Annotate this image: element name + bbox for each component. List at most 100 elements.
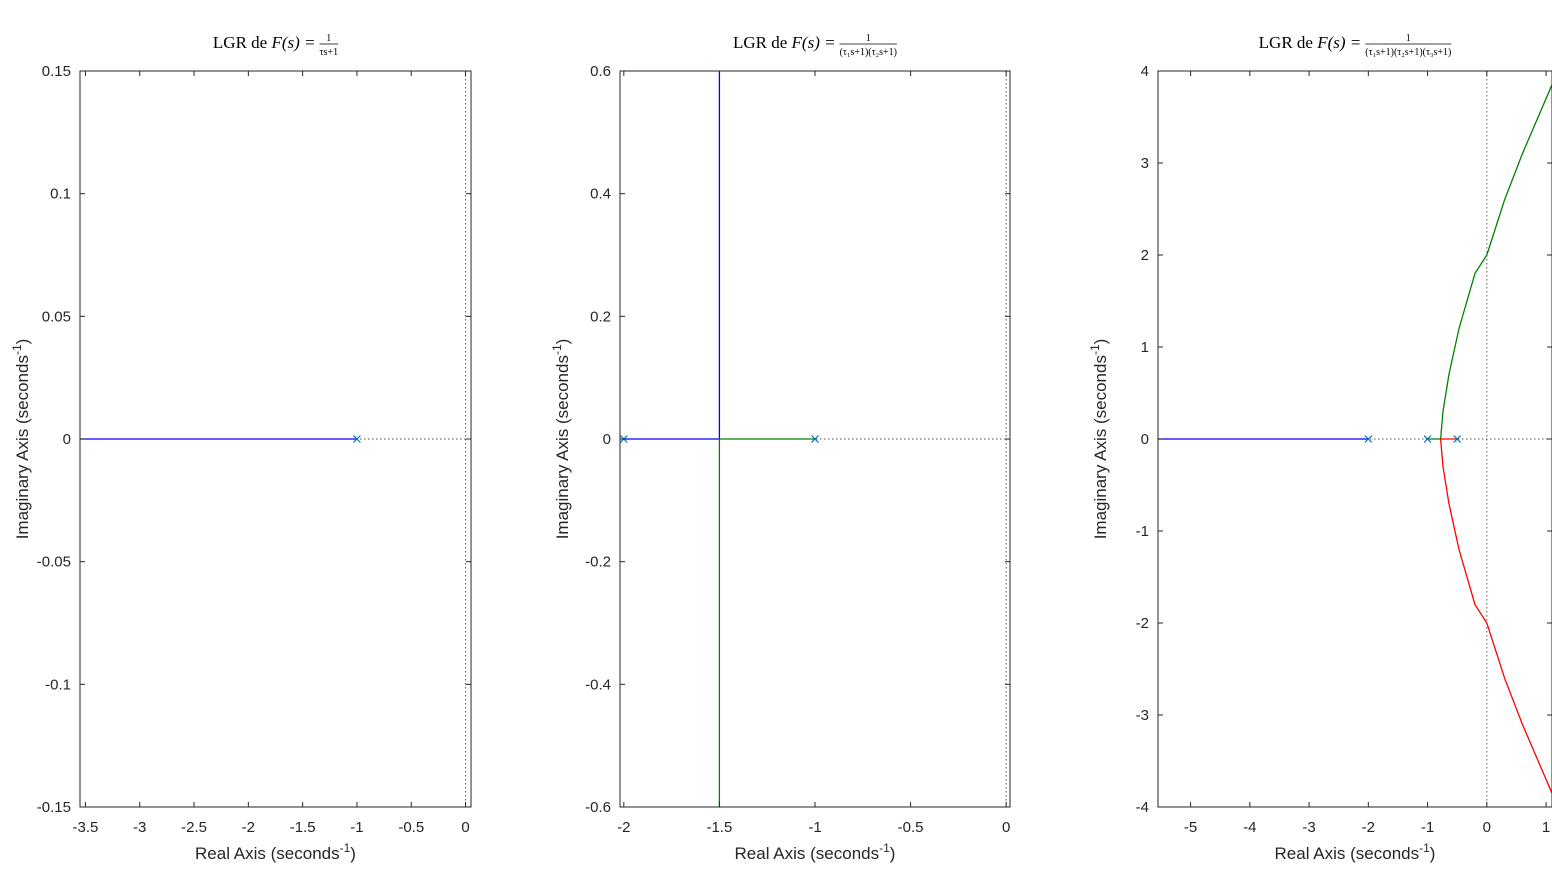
chart-title-denominator: (τ₁s+1)(τ₂s+1) <box>840 47 897 58</box>
y-axis-label-exponent: -1 <box>1088 344 1102 355</box>
x-tick-label: -1 <box>350 819 363 836</box>
x-tick-label: 0 <box>461 819 469 836</box>
x-tick-label: -3 <box>133 819 146 836</box>
chart-title: LGR de F(s) = (τ₁s+1)(τ₂s+1)(τ₃s+1) 1 <box>1259 33 1452 58</box>
x-axis-label-exponent: -1 <box>340 841 351 855</box>
x-tick-label: -3.5 <box>73 819 99 836</box>
y-tick-label: -2 <box>1136 615 1149 632</box>
pole-marker-2 <box>1423 435 1432 443</box>
chart-title-prefix: LGR de <box>1259 33 1318 52</box>
y-tick-label: 0.15 <box>42 63 71 80</box>
chart-title-denominator: τs+1 <box>320 47 339 58</box>
x-axis-label-close: ) <box>1430 844 1436 863</box>
y-tick-label: 0.2 <box>590 308 611 325</box>
x-tick-label: -2.5 <box>181 819 207 836</box>
x-axis-label-exponent: -1 <box>1419 841 1430 855</box>
subplot-3: -5 -4 -3 -2 -1 0 1 -4 -3 -2 -1 0 1 2 3 4 Real Axis (seco… <box>1088 33 1552 863</box>
chart-title-numerator: 1 <box>866 33 871 44</box>
x-axis-label-close: ) <box>890 844 896 863</box>
y-axis-label-text: Imaginary Axis (seconds <box>1091 355 1110 539</box>
pole-marker-stroke-b <box>353 435 361 443</box>
y-tick-label: 4 <box>1141 63 1149 80</box>
y-tick-label: -0.2 <box>585 554 611 571</box>
chart-title-prefix: LGR de <box>213 33 272 52</box>
chart-title-lead: LGR de F(s) = <box>733 33 836 52</box>
y-tick-label: 0 <box>63 431 71 448</box>
y-tick-label: 2 <box>1141 247 1149 264</box>
chart-title-prefix: LGR de <box>733 33 792 52</box>
y-tick-label: 1 <box>1141 339 1149 356</box>
x-axis-label-text: Real Axis (seconds <box>735 844 880 863</box>
x-tick-label: -2 <box>242 819 255 836</box>
x-axis-label-text: Real Axis (seconds <box>1275 844 1420 863</box>
chart-title-function: F(s) = <box>270 33 315 52</box>
y-axis-label-text: Imaginary Axis (seconds <box>553 355 572 539</box>
x-axis-label: Real Axis (seconds-1) <box>1275 841 1436 863</box>
x-tick-label: -1.5 <box>706 819 732 836</box>
y-axis-label: Imaginary Axis (seconds-1) <box>10 339 32 540</box>
chart-title-function: F(s) = <box>1316 33 1361 52</box>
y-tick-label: 0 <box>603 431 611 448</box>
x-tick-label: -1 <box>808 819 821 836</box>
pole-marker-1 <box>353 435 361 443</box>
y-axis-label-close: ) <box>13 339 32 345</box>
chart-title-numerator: 1 <box>326 33 331 44</box>
x-tick-label: -2 <box>617 819 630 836</box>
y-tick-label: -0.4 <box>585 676 611 693</box>
y-axis-label: Imaginary Axis (seconds-1) <box>1088 339 1110 540</box>
y-tick-label: -0.05 <box>37 554 71 571</box>
y-tick-label: -0.1 <box>45 676 71 693</box>
y-axis-label-exponent: -1 <box>550 344 564 355</box>
y-tick-label: 3 <box>1141 155 1149 172</box>
y-tick-label: 0.6 <box>590 63 611 80</box>
y-tick-label: -3 <box>1136 707 1149 724</box>
y-tick-label: -0.6 <box>585 799 611 816</box>
y-tick-label: 0.05 <box>42 308 71 325</box>
pole-marker-stroke-b <box>1364 435 1373 443</box>
x-tick-label: 0 <box>1483 819 1491 836</box>
x-tick-label: -0.5 <box>398 819 424 836</box>
chart-title: LGR de F(s) = (τ₁s+1)(τ₂s+1) 1 <box>733 33 897 58</box>
y-axis-label-close: ) <box>1091 339 1110 345</box>
x-tick-label: 1 <box>1542 819 1550 836</box>
x-tick-label: -2 <box>1362 819 1375 836</box>
y-tick-label: -1 <box>1136 523 1149 540</box>
y-axis-label: Imaginary Axis (seconds-1) <box>550 339 572 540</box>
y-tick-label: -0.15 <box>37 799 71 816</box>
x-axis-label: Real Axis (seconds-1) <box>735 841 896 863</box>
chart-title-lead: LGR de F(s) = <box>213 33 316 52</box>
pole-marker-3 <box>1453 435 1462 443</box>
pole-marker-2 <box>811 435 819 443</box>
y-tick-label: 0 <box>1141 431 1149 448</box>
subplot-2: -2 -1.5 -1 -0.5 0 -0.6 -0.4 -0.2 0 0.2 0.4 0.6 Real … <box>550 33 1011 863</box>
y-axis-label-text: Imaginary Axis (seconds <box>13 355 32 539</box>
x-axis-label-exponent: -1 <box>879 841 890 855</box>
y-tick-label: 0.1 <box>50 186 71 203</box>
locus-branches <box>1158 84 1552 794</box>
pole-marker-1 <box>1364 435 1373 443</box>
pole-marker-stroke-b <box>1453 435 1462 443</box>
x-tick-label: -5 <box>1184 819 1197 836</box>
y-axis-label-exponent: -1 <box>10 344 24 355</box>
locus-branch-2 <box>718 438 815 807</box>
chart-title-function: F(s) = <box>791 33 836 52</box>
x-axis-label-close: ) <box>350 844 356 863</box>
x-axis-label-text: Real Axis (seconds <box>195 844 340 863</box>
x-axis-label: Real Axis (seconds-1) <box>195 841 356 863</box>
x-tick-label: -1.5 <box>290 819 316 836</box>
locus-branches <box>623 71 815 807</box>
y-tick-label: 0.4 <box>590 186 611 203</box>
x-tick-label: -1 <box>1421 819 1434 836</box>
x-tick-label: -3 <box>1302 819 1315 836</box>
subplot-1: -3.5 -3 -2.5 -2 -1.5 -1 -0.5 0 -0.15 -0.1 -0.05 0 0.… <box>10 33 472 863</box>
x-tick-label: 0 <box>1002 819 1010 836</box>
chart-title-numerator: 1 <box>1406 33 1411 44</box>
chart-title-lead: LGR de F(s) = <box>1259 33 1362 52</box>
chart-title: LGR de F(s) = τs+1 1 <box>213 33 339 58</box>
x-tick-label: -4 <box>1243 819 1256 836</box>
pole-marker-stroke-b <box>1423 435 1432 443</box>
locus-branch-2 <box>1427 84 1552 440</box>
pole-marker-stroke-b <box>811 435 819 443</box>
